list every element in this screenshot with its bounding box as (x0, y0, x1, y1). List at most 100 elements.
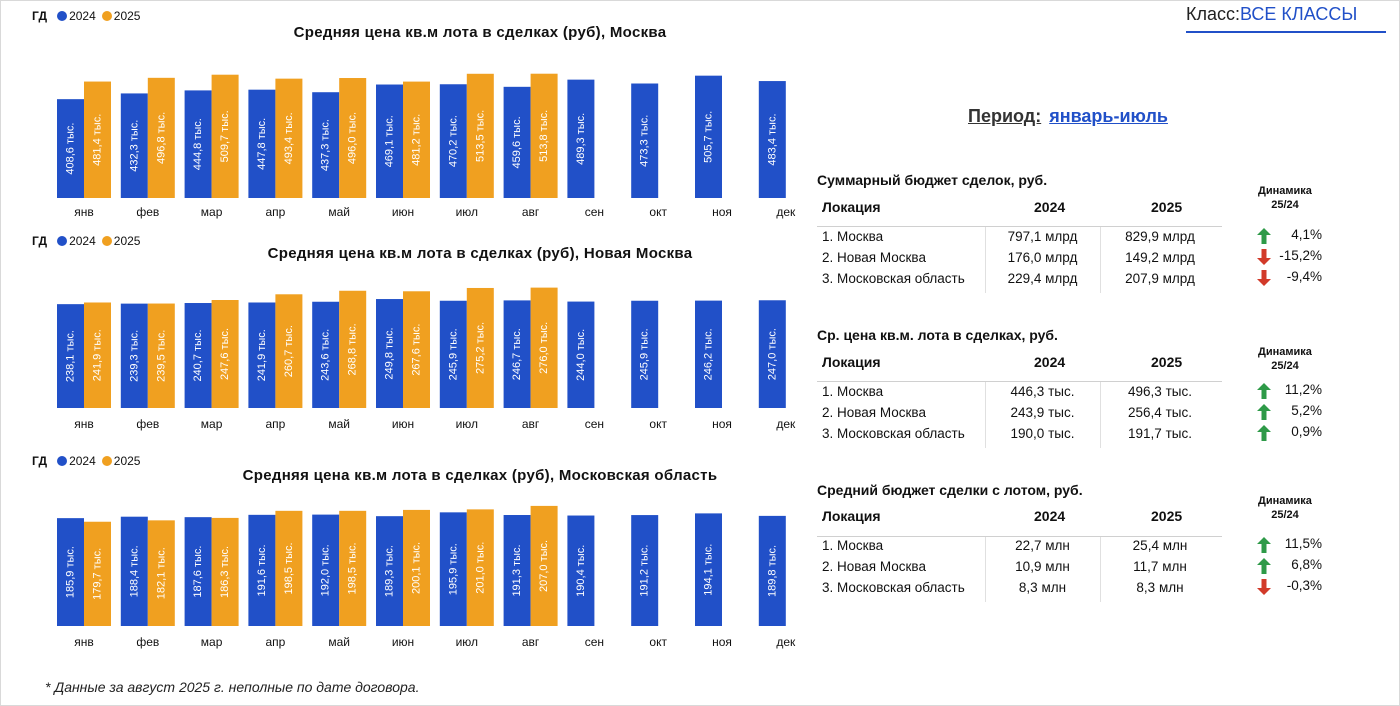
moscow-region-bar-label-2024-7: 191,3 тыс. (511, 544, 523, 596)
moscow-region-bar-2025-6 (466, 509, 494, 626)
moscow-region-x-tick-3: апр (265, 635, 285, 649)
moscow-region-x-tick-4: май (328, 635, 350, 649)
moscow-bar-2025-0 (84, 81, 111, 198)
moscow-region-bar-label-2024-3: 191,6 тыс. (256, 544, 268, 596)
avg-price-sqm-col-sep-2 (1100, 382, 1101, 448)
new-moscow-x-tick-10: ноя (712, 417, 732, 431)
new-moscow-bar-label-2025-7: 276,0 тыс. (538, 322, 550, 374)
new-moscow-bar-label-2024-0: 238,1 тыс. (65, 330, 77, 382)
avg-price-sqm-header-divider (817, 381, 1222, 382)
class-filter[interactable]: Класс:ВСЕ КЛАССЫ (1186, 4, 1386, 25)
avg-price-sqm-row-2-dynamics: 0,9% (1291, 424, 1322, 439)
moscow-x-tick-9: окт (649, 205, 667, 219)
moscow-region-x-tick-9: окт (649, 635, 667, 649)
moscow-region-bar-2025-4 (339, 510, 367, 626)
avg-deal-budget-row-2-dynamics: -0,3% (1286, 578, 1322, 593)
moscow-bar-label-2024-8: 489,3 тыс. (575, 113, 587, 165)
moscow-bar-label-2025-6: 513,5 тыс. (474, 110, 486, 162)
new-moscow-bar-2024-7 (503, 300, 531, 408)
new-moscow-bar-label-2025-3: 260,7 тыс. (283, 325, 295, 377)
total-budget-row-2-2024: 229,4 млрд (1007, 271, 1078, 286)
moscow-legend-label-2025: 2025 (113, 9, 141, 23)
total-budget-row-0-2024: 797,1 млрд (1007, 229, 1078, 244)
moscow-bar-label-2024-2: 444,8 тыс. (192, 118, 204, 170)
moscow-bar-label-2024-11: 483,4 тыс. (766, 113, 778, 165)
moscow-region-x-tick-2: мар (201, 635, 223, 649)
avg-deal-budget-head-location: Локация (822, 508, 881, 524)
avg-deal-budget-row-0-2024: 22,7 млн (1015, 538, 1070, 553)
moscow-bar-2024-10 (695, 75, 722, 198)
total-budget-col-sep-2 (1100, 227, 1101, 293)
moscow-region-bar-label-2025-5: 200,1 тыс. (411, 542, 423, 594)
period-value[interactable]: январь-июль (1049, 106, 1168, 126)
total-budget-row-2-arrow-down-icon (1257, 270, 1271, 286)
moscow-region-bar-2024-0 (57, 518, 84, 626)
new-moscow-bar-label-2024-4: 243,6 тыс. (320, 329, 332, 381)
footnote: * Данные за август 2025 г. неполные по д… (45, 679, 420, 695)
new-moscow-bar-label-2024-11: 247,0 тыс. (766, 328, 778, 380)
avg-price-sqm-dynamics-head-2: 25/24 (1271, 360, 1299, 372)
moscow-region-bar-2024-9 (631, 515, 659, 626)
new-moscow-x-tick-8: сен (585, 417, 604, 431)
avg-deal-budget-row-1-location: 2. Новая Москва (822, 559, 926, 574)
moscow-region-legend-dot-2025 (101, 456, 112, 466)
class-filter-value[interactable]: ВСЕ КЛАССЫ (1240, 4, 1358, 24)
moscow-region-bar-2024-8 (567, 515, 595, 626)
new-moscow-bar-label-2024-6: 245,9 тыс. (447, 328, 459, 380)
moscow-region-bar-2025-3 (275, 510, 303, 626)
avg-deal-budget-row-2-location: 3. Московская область (822, 580, 965, 595)
avg-price-sqm-row-0-2025: 496,3 тыс. (1128, 384, 1192, 399)
moscow-bar-2024-1 (120, 93, 148, 198)
moscow-region-bar-label-2025-7: 207,0 тыс. (538, 540, 550, 592)
new-moscow-bar-2024-3 (248, 302, 276, 408)
moscow-region-bar-label-2024-4: 192,0 тыс. (320, 544, 332, 596)
new-moscow-chart-title: Средняя цена кв.м лота в сделках (руб), … (267, 245, 693, 262)
new-moscow-legend-item-2024: 2024 (57, 234, 96, 248)
new-moscow-bar-2025-7 (530, 287, 558, 408)
period-selector[interactable]: Период: январь-июль (968, 106, 1168, 127)
moscow-bar-label-2024-6: 470,2 тыс. (447, 115, 459, 167)
moscow-region-legend-item-2025: 2025 (101, 454, 141, 468)
avg-price-sqm-row-2-2025: 191,7 тыс. (1128, 426, 1192, 441)
new-moscow-x-tick-5: июн (392, 417, 414, 431)
moscow-region-x-tick-8: сен (585, 635, 604, 649)
total-budget-row-2-location: 3. Московская область (822, 271, 965, 286)
avg-deal-budget-col-sep-2 (1100, 537, 1101, 602)
moscow-bar-label-2024-3: 447,8 тыс. (256, 118, 268, 170)
avg-price-sqm-title: Ср. цена кв.м. лота в сделках, руб. (817, 327, 1058, 343)
new-moscow-x-tick-7: авг (522, 417, 540, 431)
total-budget-head-location: Локация (822, 199, 881, 215)
new-moscow-bar-2025-0 (84, 302, 111, 408)
class-filter-label: Класс: (1186, 4, 1240, 24)
moscow-x-tick-1: фев (136, 205, 159, 219)
avg-price-sqm-row-2-arrow-up-icon (1257, 425, 1271, 441)
moscow-bar-2024-2 (184, 90, 212, 198)
moscow-legend-item-2024: 2024 (57, 9, 96, 23)
moscow-region-legend-label-2025: 2025 (113, 454, 141, 468)
moscow-region-bar-label-2024-11: 189,8 тыс. (766, 545, 778, 597)
avg-price-sqm-row-1-location: 2. Новая Москва (822, 405, 926, 420)
new-moscow-legend-label-2025: 2025 (113, 234, 141, 248)
moscow-region-bars: 185,9 тыс. 179,7 тыс. янв 188,4 тыс. 182,1 т… (57, 505, 796, 649)
moscow-region-legend-label-2024: 2024 (69, 454, 96, 468)
moscow-bar-2024-8 (567, 79, 595, 198)
moscow-region-bar-label-2024-9: 191,2 тыс. (639, 544, 651, 596)
moscow-x-tick-4: май (328, 205, 350, 219)
moscow-legend-label-2024: 2024 (69, 9, 96, 23)
new-moscow-legend-label-2024: 2024 (69, 234, 96, 248)
moscow-bar-2024-9 (631, 83, 659, 198)
moscow-region-bar-label-2024-2: 187,6 тыс. (192, 546, 204, 598)
moscow-bar-2025-3 (275, 78, 303, 198)
avg-deal-budget-row-1-dynamics: 6,8% (1291, 557, 1322, 572)
moscow-x-tick-7: авг (522, 205, 540, 219)
total-budget-row-1-location: 2. Новая Москва (822, 250, 926, 265)
avg-price-sqm-row-1-2025: 256,4 тыс. (1128, 405, 1192, 420)
total-budget-row-1-dynamics: -15,2% (1279, 248, 1322, 263)
moscow-bar-label-2025-1: 496,8 тыс. (155, 112, 167, 164)
moscow-region-bar-2024-6 (439, 512, 467, 626)
new-moscow-bar-2024-6 (439, 300, 467, 408)
avg-deal-budget-head-2025: 2025 (1151, 508, 1183, 524)
moscow-x-tick-2: мар (201, 205, 223, 219)
new-moscow-bar-label-2024-10: 246,2 тыс. (703, 328, 715, 380)
new-moscow-bar-2024-1 (120, 303, 148, 408)
